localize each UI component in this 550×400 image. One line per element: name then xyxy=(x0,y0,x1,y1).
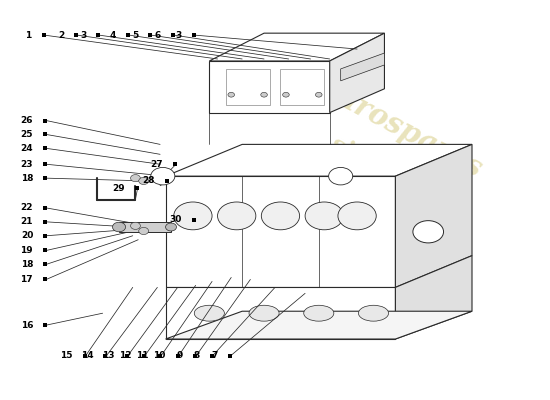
Text: 20: 20 xyxy=(21,231,33,240)
Text: 14: 14 xyxy=(81,351,94,360)
Text: 9: 9 xyxy=(177,351,183,360)
Text: 25: 25 xyxy=(21,130,33,139)
Text: 18: 18 xyxy=(21,260,33,269)
Text: 10: 10 xyxy=(153,351,166,360)
Text: 7: 7 xyxy=(211,351,218,360)
Polygon shape xyxy=(119,222,171,232)
Circle shape xyxy=(305,202,343,230)
Text: 22: 22 xyxy=(21,204,33,212)
Text: 19: 19 xyxy=(20,246,33,255)
Circle shape xyxy=(130,174,140,182)
Text: 26: 26 xyxy=(21,116,33,125)
Polygon shape xyxy=(166,144,472,176)
Polygon shape xyxy=(340,53,384,81)
Text: 27: 27 xyxy=(150,160,163,169)
Circle shape xyxy=(151,168,175,185)
Polygon shape xyxy=(280,69,324,105)
Circle shape xyxy=(166,223,177,231)
Polygon shape xyxy=(210,61,329,113)
Text: 1: 1 xyxy=(25,31,31,40)
Ellipse shape xyxy=(359,305,388,321)
Circle shape xyxy=(130,222,140,229)
Text: a passion for parts: a passion for parts xyxy=(306,184,441,264)
Circle shape xyxy=(413,221,443,243)
Ellipse shape xyxy=(304,305,334,321)
Polygon shape xyxy=(166,311,472,339)
Circle shape xyxy=(329,168,353,185)
Text: 16: 16 xyxy=(21,321,33,330)
Circle shape xyxy=(283,92,289,97)
Circle shape xyxy=(174,202,212,230)
Text: 12: 12 xyxy=(119,351,131,360)
Text: 21: 21 xyxy=(21,217,33,226)
Polygon shape xyxy=(226,69,270,105)
Text: 29: 29 xyxy=(112,184,124,192)
Polygon shape xyxy=(329,33,384,113)
Text: 11: 11 xyxy=(135,351,148,360)
Text: 17: 17 xyxy=(20,275,33,284)
Text: 5: 5 xyxy=(132,31,138,40)
Circle shape xyxy=(112,222,125,232)
Circle shape xyxy=(218,202,256,230)
Ellipse shape xyxy=(194,305,224,321)
Circle shape xyxy=(228,92,234,97)
Circle shape xyxy=(261,92,267,97)
Text: 8: 8 xyxy=(193,351,200,360)
Polygon shape xyxy=(166,176,395,287)
Text: 13: 13 xyxy=(102,351,114,360)
Text: 18: 18 xyxy=(21,174,33,183)
Ellipse shape xyxy=(249,305,279,321)
Text: 28: 28 xyxy=(142,176,155,186)
Polygon shape xyxy=(166,287,395,339)
Text: 24: 24 xyxy=(20,144,33,153)
Text: since 1985: since 1985 xyxy=(327,132,464,220)
Circle shape xyxy=(338,202,376,230)
Circle shape xyxy=(261,202,300,230)
Polygon shape xyxy=(395,256,472,339)
Text: 4: 4 xyxy=(110,31,116,40)
Text: 2: 2 xyxy=(58,31,64,40)
Circle shape xyxy=(139,177,148,184)
Text: eurospares: eurospares xyxy=(315,73,487,184)
Text: 3: 3 xyxy=(175,31,182,40)
Text: 3: 3 xyxy=(80,31,86,40)
Circle shape xyxy=(139,228,148,234)
Text: 15: 15 xyxy=(60,351,73,360)
Polygon shape xyxy=(395,144,472,287)
Circle shape xyxy=(316,92,322,97)
Text: 6: 6 xyxy=(155,31,161,40)
Text: 30: 30 xyxy=(169,215,182,224)
Text: 23: 23 xyxy=(21,160,33,169)
Polygon shape xyxy=(210,33,384,61)
